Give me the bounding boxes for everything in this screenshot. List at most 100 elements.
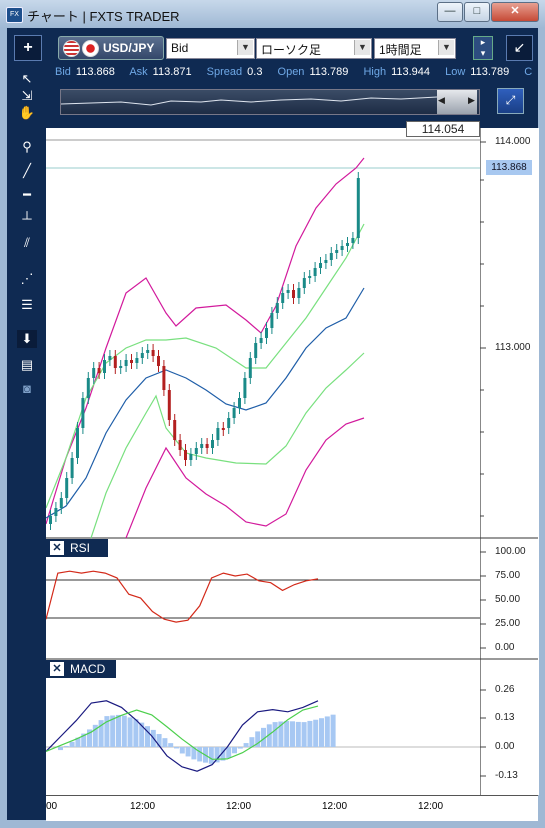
timeframe-value: 1時間足	[379, 43, 422, 57]
fibonacci-fan-icon[interactable]: ⋰	[20, 271, 34, 286]
title-bar[interactable]: FX チャート | FXTS TRADER — □ ✕	[0, 0, 545, 28]
macd-histogram-bar	[197, 747, 203, 762]
chart-canvas[interactable]	[46, 128, 538, 795]
minimize-button[interactable]: —	[437, 2, 463, 22]
time-axis[interactable]: 00 12:00 12:00 12:00 12:00	[46, 795, 538, 821]
candle-body	[103, 360, 106, 373]
list-icon[interactable]: ▤	[20, 357, 34, 372]
vertical-line-icon[interactable]: ┴	[22, 211, 32, 226]
chevron-left-icon[interactable]: ◀	[438, 95, 445, 105]
macd-histogram-bar	[307, 720, 313, 747]
symbol-selector[interactable]: USD/JPY	[58, 36, 164, 60]
macd-histogram-bar	[58, 747, 63, 751]
fibonacci-retracement-icon[interactable]: ☰	[21, 297, 33, 312]
jp-flag-icon	[82, 40, 99, 57]
candle-body	[86, 378, 90, 398]
hand-icon[interactable]: ✋	[18, 105, 36, 120]
candle-body	[151, 350, 155, 356]
symbol-label: USD/JPY	[103, 41, 155, 55]
cursor-icon[interactable]: ↖	[21, 71, 33, 86]
app-icon: FX	[6, 7, 23, 23]
candle-body	[281, 293, 285, 303]
macd-histogram-bar	[156, 734, 162, 747]
candle-body	[221, 428, 225, 430]
camera-icon[interactable]: ◙	[23, 381, 31, 396]
candle-body	[313, 268, 317, 276]
chevron-right-icon[interactable]: ▶	[468, 95, 475, 105]
candle-body	[130, 360, 133, 363]
macd-histogram-bar	[75, 737, 81, 747]
close-button[interactable]: ✕	[491, 2, 539, 22]
candle-body	[76, 428, 79, 458]
horizontal-line-icon[interactable]: ━	[23, 187, 31, 202]
macd-histogram-bar	[237, 747, 243, 749]
price-axis[interactable]	[480, 128, 539, 795]
candle-body	[275, 303, 279, 313]
parallel-lines-icon[interactable]: ⫽	[24, 235, 30, 250]
candle-body	[356, 178, 360, 238]
high-label: High	[363, 66, 387, 78]
candle-body	[216, 428, 220, 440]
chart-type-dropdown[interactable]: ローソク足 ▼	[256, 38, 372, 59]
candle-body	[270, 313, 274, 328]
macd-pane-tag[interactable]: ✕ MACD	[46, 660, 116, 678]
price-type-dropdown[interactable]: Bid ▼	[166, 38, 255, 59]
candle-body	[97, 368, 101, 373]
trendline-icon[interactable]: ╱	[23, 163, 31, 178]
macd-histogram-bar	[174, 747, 179, 749]
candle-body	[205, 444, 209, 448]
price-axis-ticks	[480, 141, 486, 777]
macd-histogram-bar	[145, 726, 150, 747]
candle-body	[351, 238, 355, 243]
add-chart-button[interactable]: +	[14, 35, 42, 61]
candle-body	[146, 350, 150, 353]
open-value: 113.789	[309, 66, 349, 78]
candle-body	[162, 366, 166, 390]
macd-axis-label: 0.13	[495, 712, 515, 723]
macd-histogram-bar	[92, 724, 98, 747]
window-title: チャート | FXTS TRADER	[27, 9, 180, 24]
price-axis-label: 113.000	[495, 342, 531, 353]
timeframe-dropdown[interactable]: 1時間足 ▼	[374, 38, 456, 59]
chart-area[interactable]	[46, 128, 538, 795]
candle-body	[189, 454, 193, 460]
maximize-button[interactable]: □	[464, 2, 490, 22]
macd-histogram-bar	[191, 747, 197, 760]
navigator-slider[interactable]: ◀ ▶	[60, 89, 480, 115]
candle-body	[140, 353, 144, 358]
navigator-preview	[61, 96, 437, 106]
macd-histogram-bar	[301, 722, 307, 747]
macd-histogram-bar	[168, 743, 174, 747]
chevron-down-icon: ▼	[438, 40, 454, 55]
fit-chart-button[interactable]: ⤢	[497, 88, 524, 114]
toolbar-scroll-button[interactable]: ▸ ▾	[473, 36, 493, 60]
close-icon[interactable]: ✕	[50, 662, 64, 676]
candle-body	[335, 250, 339, 253]
candle-body	[200, 444, 204, 448]
open-label: Open	[277, 66, 305, 78]
bid-label: Bid	[55, 66, 71, 78]
macd-histogram-bar	[116, 714, 121, 747]
candle-body	[243, 378, 247, 398]
candle-body	[119, 366, 123, 368]
rsi-axis-label: 100.00	[495, 546, 526, 557]
window-frame-left	[0, 28, 7, 828]
candle-body	[286, 290, 290, 293]
download-icon[interactable]: ⬇	[17, 330, 37, 348]
macd-histogram-bar	[284, 720, 290, 747]
candle-body	[157, 356, 160, 366]
collapse-button[interactable]: ↙	[506, 35, 533, 61]
macd-histogram-bar	[272, 722, 278, 747]
candle-body	[113, 356, 117, 368]
macd-histogram-bar	[208, 747, 214, 764]
macd-label: MACD	[70, 662, 106, 676]
macd-histogram-bar	[261, 727, 266, 747]
crosshair-icon[interactable]: ⇲	[21, 88, 33, 103]
pin-icon[interactable]: ⚲	[22, 139, 32, 154]
rsi-axis-label: 75.00	[495, 570, 521, 581]
candle-body	[65, 478, 69, 498]
candle-body	[173, 420, 177, 440]
close-icon[interactable]: ✕	[50, 541, 64, 555]
navigator-handle[interactable]	[437, 90, 477, 114]
rsi-pane-tag[interactable]: ✕ RSI	[46, 539, 108, 557]
